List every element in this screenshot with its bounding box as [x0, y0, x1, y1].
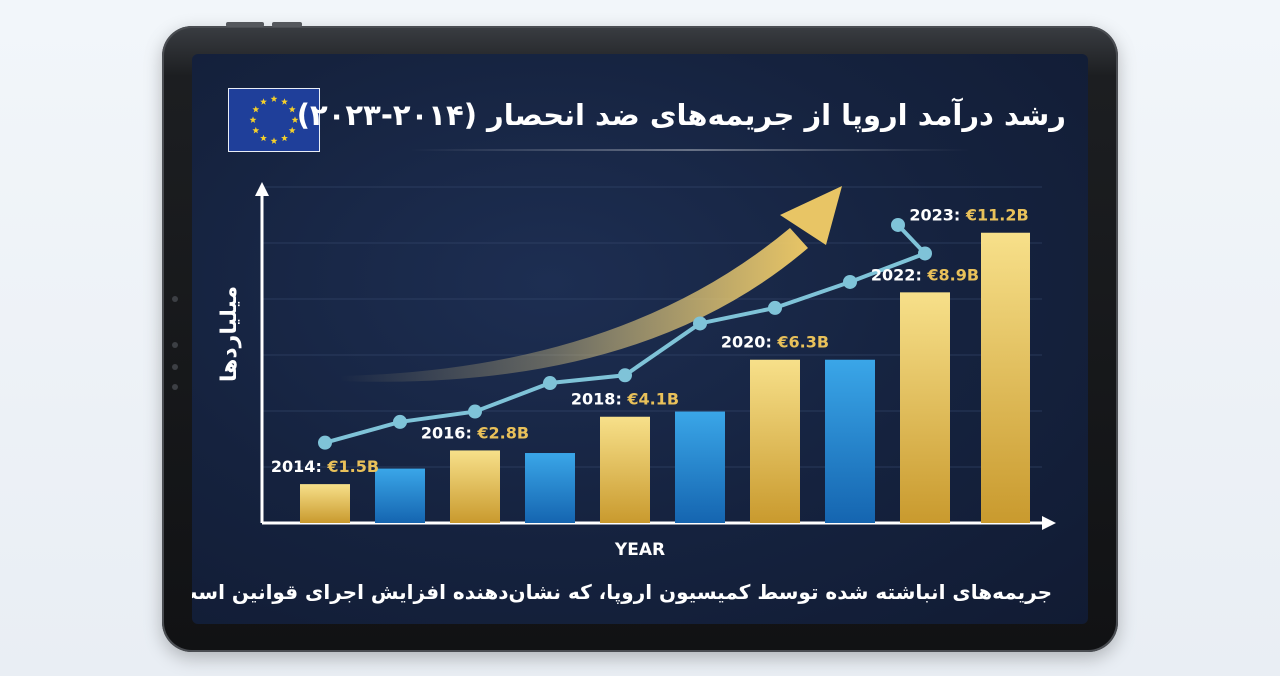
data-label-2018: 2018: €4.1B: [571, 390, 679, 409]
trend-point-2015: [393, 414, 407, 429]
tablet-side-dot: [172, 384, 178, 390]
tablet-volume-button: [226, 22, 264, 27]
tablet-side-dot: [172, 364, 178, 370]
data-label-value: €8.9B: [926, 265, 979, 284]
tablet-side-dot: [172, 342, 178, 348]
eu-star-icon: [260, 98, 267, 105]
eu-star-icon: [288, 126, 296, 134]
bar-2019: [675, 411, 725, 523]
bar-2022: [900, 292, 950, 523]
data-labels: 2014: €1.5B 2016: €2.8B 2018: €4.1B 2020: €…: [271, 206, 1029, 476]
eu-star-icon: [291, 116, 299, 123]
chart-caption: جریمه‌های انباشته شده توسط کمیسیون اروپا…: [192, 580, 1052, 604]
eu-star-icon: [252, 105, 260, 113]
trend-point-2014: [318, 435, 332, 450]
bar-2020: [750, 359, 800, 523]
tablet-power-button: [272, 22, 302, 27]
trend-point-2016: [468, 404, 482, 419]
title-underline: [410, 149, 970, 151]
eu-flag: [228, 88, 320, 152]
x-axis-arrowhead: [1042, 516, 1056, 530]
trend-line: [318, 217, 932, 450]
chart-title: رشد درآمد اروپا از جریمه‌های ضد انحصار (…: [296, 98, 1066, 132]
eu-star-icon: [288, 105, 296, 113]
data-label-value: €6.3B: [776, 333, 829, 352]
data-label-2023: 2023: €11.2B: [909, 206, 1028, 225]
bars: [300, 232, 1030, 523]
data-label-year: 2023:: [909, 206, 966, 225]
bar-2015: [375, 468, 425, 523]
eu-star-icon: [249, 116, 257, 123]
trend-point-2018: [618, 368, 632, 383]
data-label-2016: 2016: €2.8B: [421, 423, 529, 442]
bar-2014: [300, 484, 350, 523]
y-axis-label: میلیاردها: [217, 286, 242, 382]
trend-point-2022: [918, 246, 932, 261]
bar-2021: [825, 359, 875, 523]
eu-star-icon: [281, 134, 288, 142]
data-label-value: €2.8B: [476, 423, 529, 442]
bar-2018: [600, 416, 650, 523]
trend-point-2017: [543, 376, 557, 391]
trend-point-2023: [891, 217, 905, 232]
trend-point-2021: [843, 274, 857, 289]
data-label-value: €11.2B: [965, 206, 1029, 225]
eu-stars-icon: [249, 95, 299, 144]
eu-star-icon: [260, 134, 267, 142]
growth-arrow-body: [340, 228, 808, 382]
tablet-side-dot: [172, 296, 178, 302]
data-label-year: 2014:: [271, 457, 328, 476]
trend-line-path: [324, 223, 927, 445]
bar-2016: [450, 450, 500, 523]
data-label-2020: 2020: €6.3B: [721, 333, 829, 352]
trend-point-2019: [693, 316, 707, 331]
growth-arrow-head: [780, 186, 842, 245]
trend-point-2020: [768, 300, 782, 315]
data-label-value: €4.1B: [626, 390, 679, 409]
data-label-year: 2020:: [721, 333, 778, 352]
y-axis-arrowhead: [255, 182, 269, 196]
data-label-2022: 2022: €8.9B: [871, 265, 979, 284]
data-label-2014: 2014: €1.5B: [271, 457, 379, 476]
eu-star-icon: [252, 126, 260, 134]
bar-2023: [981, 232, 1030, 523]
bar-2017: [525, 453, 575, 523]
data-label-year: 2018:: [571, 390, 628, 409]
eu-star-icon: [270, 95, 278, 102]
eu-star-icon: [281, 98, 288, 105]
growth-arrow: [340, 186, 842, 382]
data-label-year: 2016:: [421, 423, 478, 442]
eu-star-icon: [270, 137, 278, 144]
data-label-year: 2022:: [871, 265, 928, 284]
data-label-value: €1.5B: [326, 457, 379, 476]
x-axis-label: YEAR: [614, 540, 665, 560]
